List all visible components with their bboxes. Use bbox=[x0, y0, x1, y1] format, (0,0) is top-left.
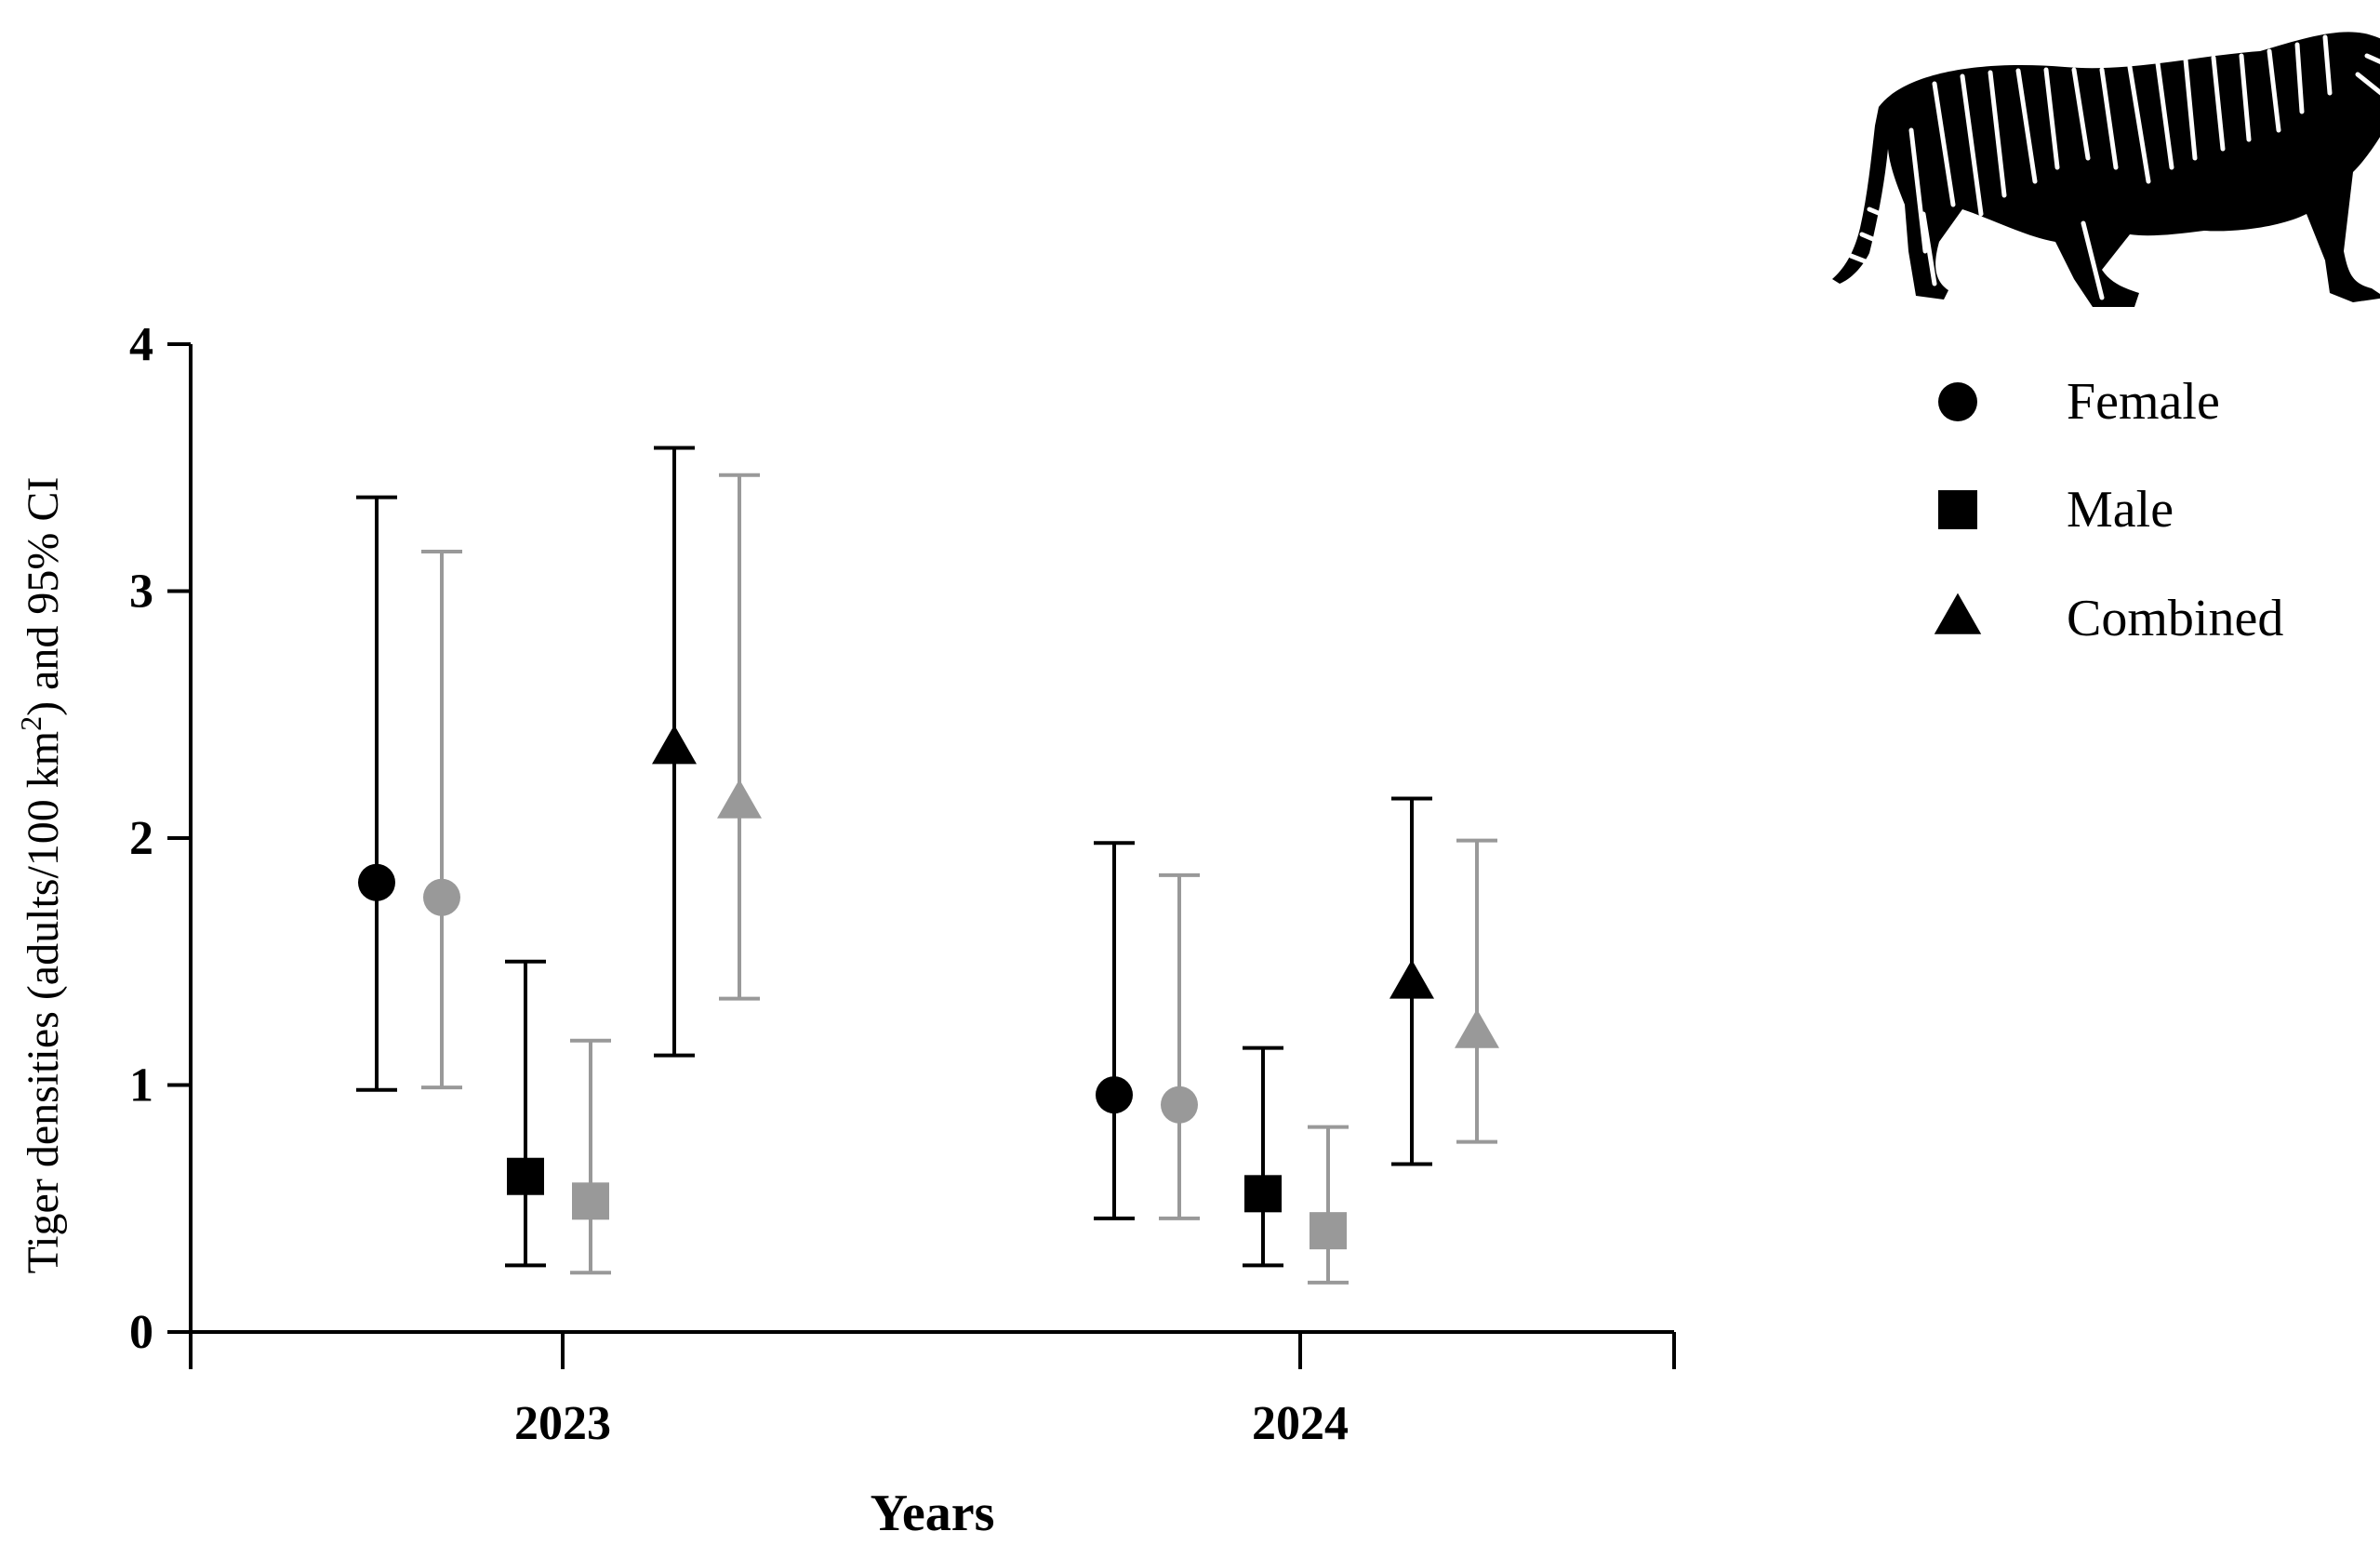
x-tick-label: 2023 bbox=[514, 1397, 611, 1450]
legend-label: Male bbox=[2067, 481, 2174, 539]
data-point-2024-combined-black bbox=[1389, 796, 1434, 1166]
legend-item-male: Male bbox=[1938, 481, 2174, 539]
data-point-2023-combined-black bbox=[652, 446, 697, 1058]
x-axis-label: Years bbox=[871, 1485, 995, 1542]
y-tick-label: 1 bbox=[129, 1059, 153, 1112]
legend-item-female: Female bbox=[1938, 373, 2220, 431]
data-point-2024-female-black bbox=[1094, 841, 1135, 1220]
y-axis-label-main: Tiger densities (adults/100 km bbox=[19, 731, 68, 1274]
point-marker bbox=[1244, 1175, 1282, 1213]
x-tick-label: 2024 bbox=[1252, 1397, 1349, 1450]
legend: Female Male Combined bbox=[1934, 373, 2283, 647]
data-point-2023-male-black bbox=[505, 959, 546, 1268]
point-marker bbox=[652, 725, 697, 765]
data-point-2024-male-gray bbox=[1308, 1125, 1349, 1285]
y-axis-label-sup: 2 bbox=[14, 716, 47, 731]
y-tick-label: 4 bbox=[129, 318, 153, 371]
point-marker bbox=[717, 779, 762, 819]
legend-label: Female bbox=[2067, 373, 2220, 431]
data-point-2024-female-gray bbox=[1159, 872, 1200, 1220]
y-tick-label: 0 bbox=[129, 1306, 153, 1359]
point-marker bbox=[1455, 1008, 1499, 1048]
point-marker bbox=[507, 1157, 544, 1195]
x-ticks: 2023 2024 bbox=[514, 1332, 1349, 1450]
tiger-silhouette-icon bbox=[1832, 32, 2380, 307]
data-point-2023-male-gray bbox=[570, 1038, 611, 1275]
point-marker bbox=[1096, 1076, 1133, 1114]
data-point-2023-female-black bbox=[356, 495, 397, 1092]
y-axis-label-tail: ) and 95% CI bbox=[19, 477, 68, 716]
data-point-2024-male-black bbox=[1243, 1046, 1283, 1268]
legend-item-combined: Combined bbox=[1934, 590, 2283, 647]
point-marker bbox=[358, 863, 395, 901]
data-point-2023-combined-gray bbox=[717, 473, 762, 1001]
y-tick-label: 3 bbox=[129, 566, 153, 619]
point-marker bbox=[1161, 1085, 1198, 1124]
point-marker bbox=[572, 1182, 609, 1220]
chart-axes: 0 1 2 3 4 2023 2024 bbox=[129, 318, 1676, 1450]
point-marker bbox=[1389, 959, 1434, 999]
point-marker bbox=[1310, 1212, 1347, 1250]
data-point-2023-female-gray bbox=[421, 550, 462, 1090]
data-point-2024-combined-gray bbox=[1455, 838, 1499, 1144]
legend-marker-square bbox=[1938, 490, 1977, 529]
legend-label: Combined bbox=[2067, 590, 2283, 647]
legend-marker-circle bbox=[1938, 382, 1977, 421]
legend-marker-triangle bbox=[1934, 593, 1982, 634]
y-axis-label: Tiger densities (adults/100 km2) and 95%… bbox=[14, 477, 68, 1274]
point-marker bbox=[423, 878, 460, 916]
data-marks bbox=[356, 446, 1499, 1285]
y-ticks: 0 1 2 3 4 bbox=[129, 318, 191, 1359]
y-tick-label: 2 bbox=[129, 812, 153, 865]
